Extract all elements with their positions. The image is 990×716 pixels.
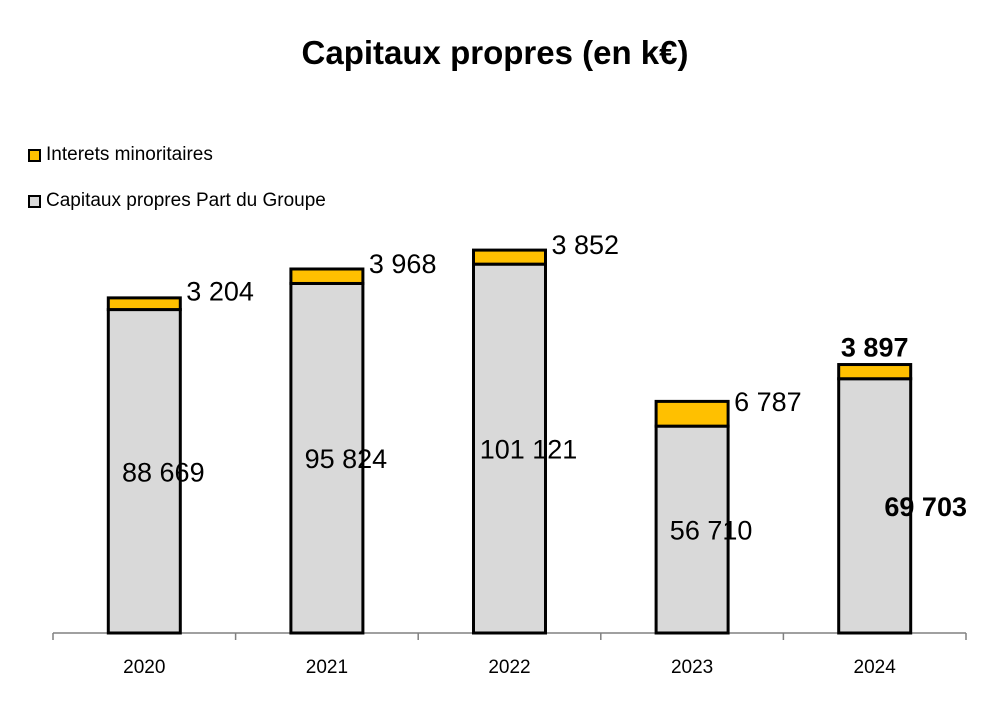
data-label-minoritaires: 3 897 <box>841 333 909 363</box>
legend-label-part-groupe: Capitaux propres Part du Groupe <box>46 190 326 211</box>
legend-swatch-part-groupe <box>28 194 41 208</box>
legend-item-minoritaires: Interets minoritaires <box>28 144 213 166</box>
bar-minoritaires <box>837 363 913 381</box>
bar-part-groupe <box>289 281 365 635</box>
data-label-part-groupe: 95 824 <box>305 444 388 474</box>
data-label-minoritaires: 3 852 <box>552 230 620 260</box>
x-tick-label: 2022 <box>488 657 530 678</box>
x-tick-label: 2020 <box>123 657 165 678</box>
bar-minoritaires <box>289 267 365 285</box>
legend-label-minoritaires: Interets minoritaires <box>46 144 213 165</box>
x-tick-label: 2021 <box>306 657 348 678</box>
x-tick-label: 2024 <box>854 657 897 678</box>
bar-part-groupe <box>654 424 730 635</box>
data-label-minoritaires: 3 968 <box>369 249 437 279</box>
bar-part-groupe <box>837 377 913 635</box>
bar-minoritaires <box>106 296 182 312</box>
legend-item-part-groupe: Capitaux propres Part du Groupe <box>28 190 326 212</box>
data-label-part-groupe: 88 669 <box>122 457 205 487</box>
x-tick-label: 2023 <box>671 657 713 678</box>
legend-swatch-minoritaires <box>28 148 41 162</box>
data-label-part-groupe: 69 703 <box>884 492 967 522</box>
bar-part-groupe <box>472 262 547 635</box>
data-label-part-groupe: 101 121 <box>480 435 578 465</box>
bar-minoritaires <box>654 399 730 428</box>
data-label-minoritaires: 3 204 <box>186 277 254 307</box>
data-label-minoritaires: 6 787 <box>734 387 802 417</box>
chart-title: Capitaux propres (en k€) <box>301 34 689 71</box>
bar-minoritaires <box>472 248 547 266</box>
data-label-part-groupe: 56 710 <box>670 516 753 546</box>
